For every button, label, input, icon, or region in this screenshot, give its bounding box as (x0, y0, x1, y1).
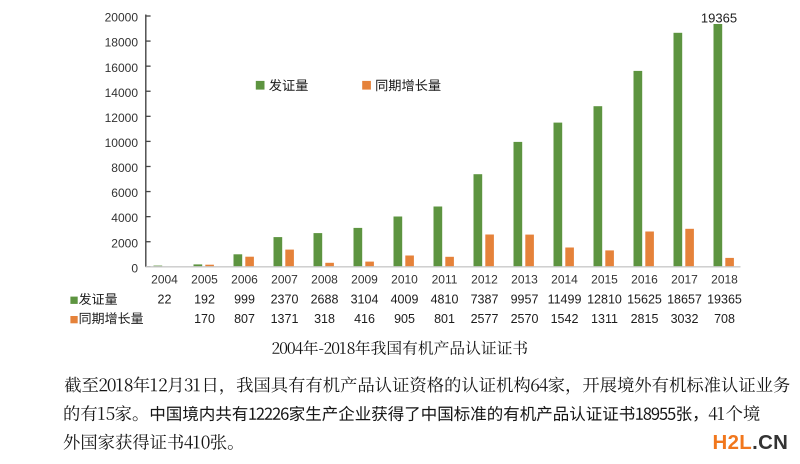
svg-text:2007: 2007 (271, 273, 298, 287)
svg-text:192: 192 (194, 293, 215, 307)
svg-text:12000: 12000 (105, 111, 139, 125)
svg-text:708: 708 (714, 312, 735, 326)
svg-text:22: 22 (158, 293, 172, 307)
svg-text:0: 0 (131, 261, 138, 275)
svg-text:807: 807 (234, 312, 255, 326)
svg-text:8000: 8000 (111, 161, 138, 175)
svg-text:4000: 4000 (111, 211, 138, 225)
svg-text:2012: 2012 (471, 273, 498, 287)
svg-text:14000: 14000 (105, 86, 139, 100)
svg-text:20000: 20000 (105, 11, 139, 25)
svg-text:2010: 2010 (391, 273, 418, 287)
svg-text:7387: 7387 (471, 293, 499, 307)
svg-text:2013: 2013 (511, 273, 538, 287)
svg-text:9957: 9957 (511, 293, 539, 307)
svg-text:318: 318 (314, 312, 335, 326)
svg-text:416: 416 (354, 312, 375, 326)
svg-text:2014: 2014 (551, 273, 578, 287)
svg-text:2577: 2577 (471, 312, 499, 326)
svg-text:19365: 19365 (707, 293, 742, 307)
svg-text:905: 905 (394, 312, 415, 326)
svg-text:12810: 12810 (587, 293, 622, 307)
svg-text:2000: 2000 (111, 236, 138, 250)
svg-text:801: 801 (434, 312, 455, 326)
svg-text:2005: 2005 (191, 273, 218, 287)
svg-text:2009: 2009 (351, 273, 378, 287)
svg-text:H2L.CN: H2L.CN (713, 432, 789, 454)
svg-text:1542: 1542 (551, 312, 579, 326)
svg-text:1311: 1311 (591, 312, 618, 326)
svg-text:2570: 2570 (511, 312, 539, 326)
svg-text:1371: 1371 (271, 312, 299, 326)
svg-text:2016: 2016 (631, 273, 658, 287)
svg-text:16000: 16000 (105, 61, 139, 75)
svg-text:2688: 2688 (311, 293, 339, 307)
svg-text:4810: 4810 (431, 293, 459, 307)
svg-text:4009: 4009 (391, 293, 419, 307)
svg-text:999: 999 (234, 293, 255, 307)
svg-text:2006: 2006 (231, 273, 258, 287)
svg-text:2815: 2815 (631, 312, 659, 326)
svg-text:2015: 2015 (591, 273, 618, 287)
svg-text:6000: 6000 (111, 186, 138, 200)
svg-text:3032: 3032 (671, 312, 699, 326)
svg-text:170: 170 (194, 312, 215, 326)
svg-text:15625: 15625 (627, 293, 662, 307)
svg-text:2370: 2370 (271, 293, 299, 307)
svg-text:11499: 11499 (548, 293, 582, 307)
svg-text:19365: 19365 (701, 11, 737, 26)
svg-text:2018: 2018 (711, 273, 738, 287)
svg-text:2011: 2011 (432, 273, 458, 287)
svg-text:18000: 18000 (105, 36, 139, 50)
svg-text:18657: 18657 (667, 293, 702, 307)
svg-text:2004: 2004 (151, 273, 178, 287)
svg-text:2017: 2017 (671, 273, 698, 287)
svg-text:3104: 3104 (351, 293, 379, 307)
svg-text:2008: 2008 (311, 273, 338, 287)
svg-text:10000: 10000 (105, 136, 139, 150)
